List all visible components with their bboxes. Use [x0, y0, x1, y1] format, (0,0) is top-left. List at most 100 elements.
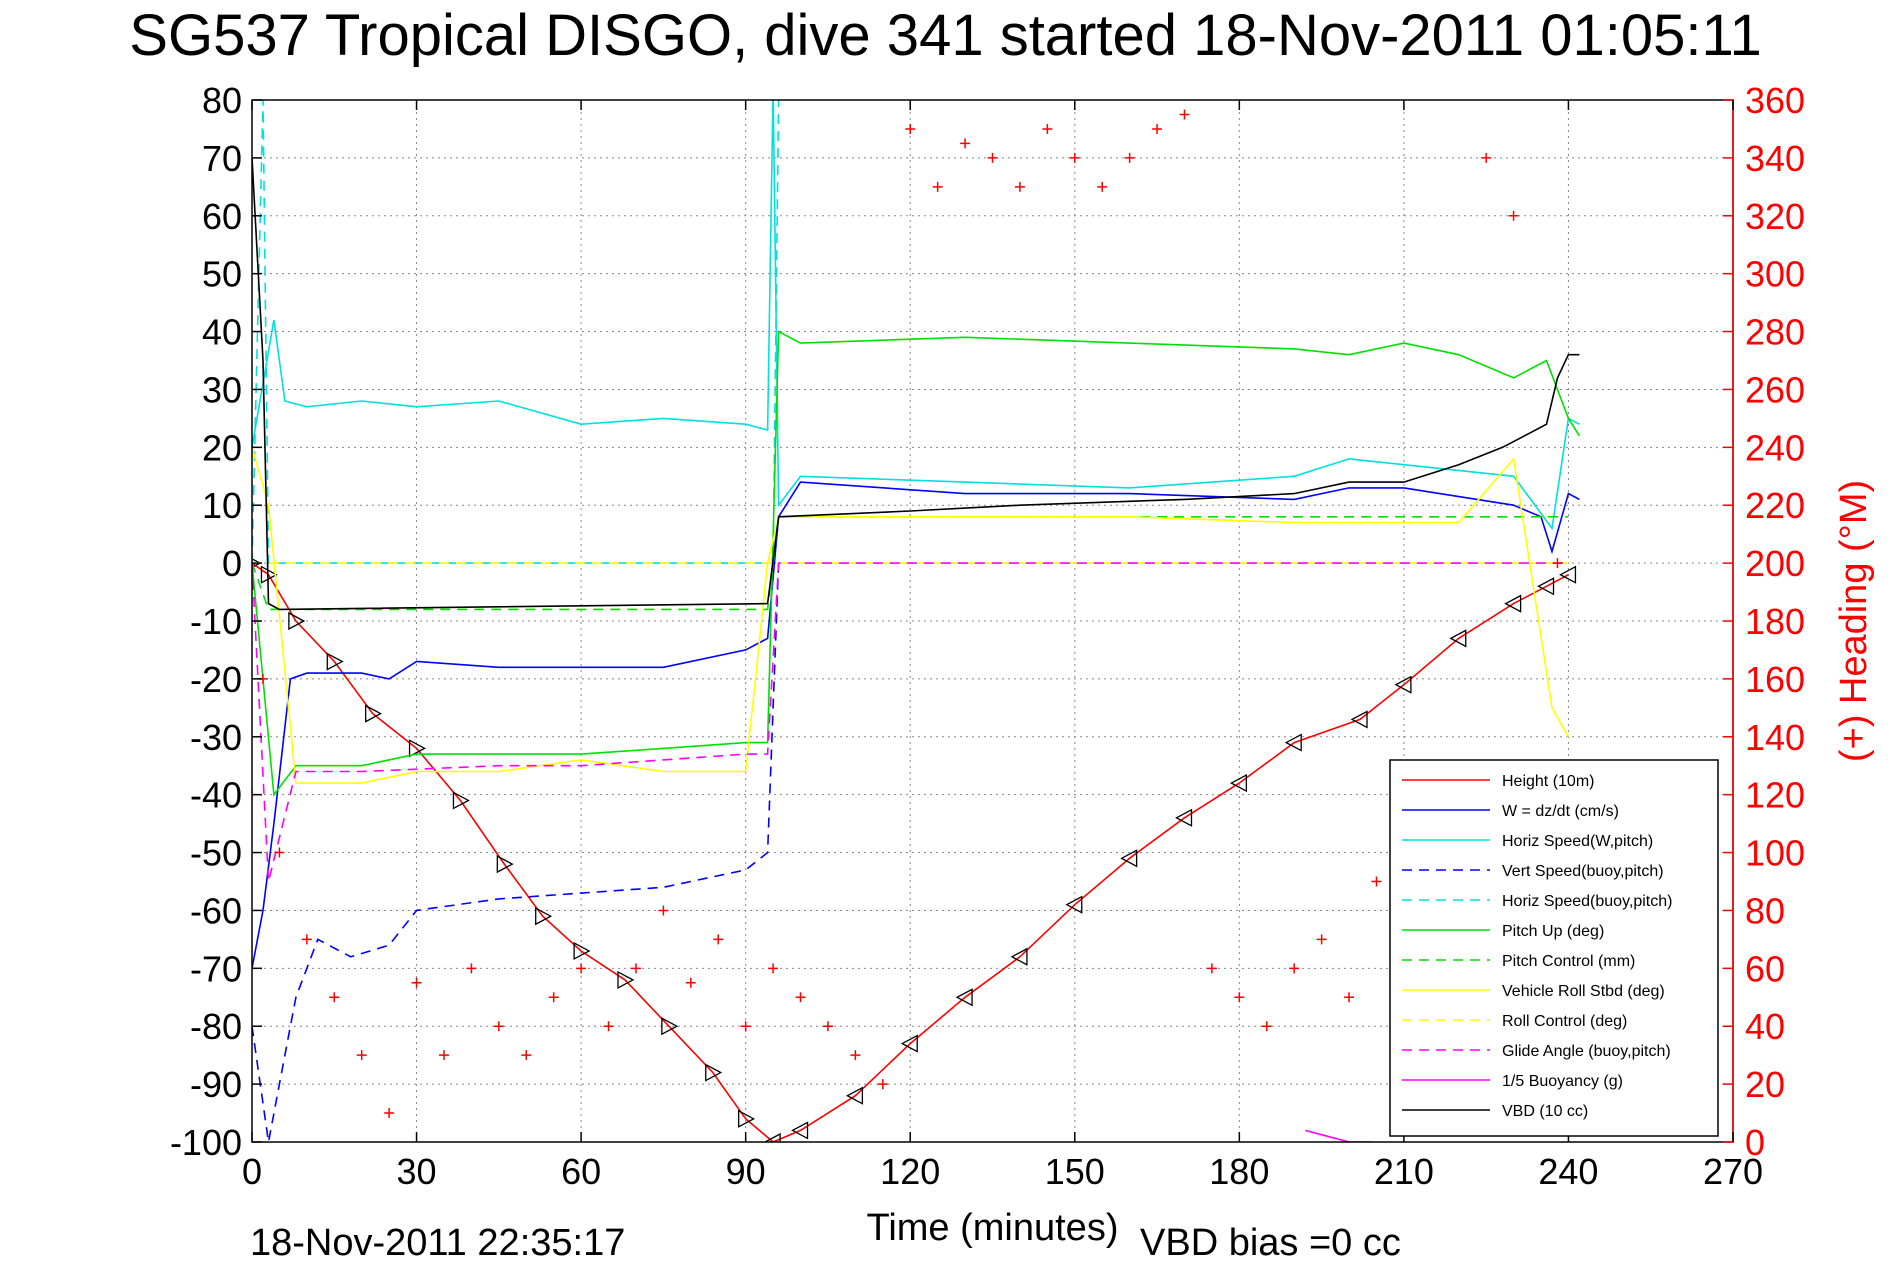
- point-heading-m: [877, 1079, 888, 1090]
- legend-label: 1/5 Buoyancy (g): [1502, 1073, 1623, 1090]
- x-tick-label: 90: [726, 1151, 766, 1192]
- data-layer: [252, 100, 1581, 1142]
- series-line-glide-angle-buoy-pitch: [252, 562, 1569, 882]
- point-heading-m: [576, 963, 587, 974]
- legend-label: Horiz Speed(buoy,pitch): [1502, 893, 1672, 910]
- marker-height-10m: [1120, 849, 1138, 868]
- y-right-axis-label: (+) Heading (°M): [1833, 480, 1875, 762]
- legend-label: Roll Control (deg): [1502, 1013, 1627, 1030]
- point-heading-m: [1481, 152, 1492, 163]
- y-tick-label: -10: [190, 601, 242, 642]
- point-heading-m: [740, 1021, 751, 1032]
- y-right-tick-label: 260: [1745, 369, 1805, 410]
- legend-label: Pitch Control (mm): [1502, 953, 1635, 970]
- point-heading-m: [301, 934, 312, 945]
- series-line-1-5-buoyancy-g: [1304, 1129, 1371, 1142]
- point-heading-m: [1124, 152, 1135, 163]
- point-heading-m: [1508, 210, 1519, 221]
- legend-label: Glide Angle (buoy,pitch): [1502, 1043, 1671, 1060]
- marker-height-10m: [260, 565, 278, 584]
- marker-height-10m: [1010, 947, 1028, 966]
- point-heading-m: [1552, 558, 1563, 569]
- point-heading-m: [438, 1050, 449, 1061]
- legend-label: Vehicle Roll Stbd (deg): [1502, 983, 1665, 1000]
- legend-label: Horiz Speed(W,pitch): [1502, 833, 1653, 850]
- x-tick-label: 60: [561, 1151, 601, 1192]
- y-tick-label: 20: [202, 427, 242, 468]
- series-line-vert-speed-buoy-pitch: [252, 563, 780, 1142]
- point-heading-m: [274, 847, 285, 858]
- point-heading-m: [768, 963, 779, 974]
- x-tick-label: 210: [1374, 1151, 1434, 1192]
- y-right-tick-label: 340: [1745, 138, 1805, 179]
- y-right-tick-label: 160: [1745, 659, 1805, 700]
- marker-height-10m: [288, 611, 306, 631]
- y-tick-label: 40: [202, 312, 242, 353]
- y-tick-label: -60: [190, 890, 242, 931]
- point-heading-m: [685, 977, 696, 988]
- y-right-tick-label: 360: [1745, 80, 1805, 121]
- y-tick-label: -80: [190, 1006, 242, 1047]
- x-tick-label: 120: [880, 1151, 940, 1192]
- marker-height-10m: [763, 1132, 781, 1142]
- marker-height-10m: [452, 791, 470, 810]
- y-right-tick-label: 0: [1745, 1122, 1765, 1163]
- legend-label: W = dz/dt (cm/s): [1502, 803, 1619, 820]
- y-right-tick-label: 120: [1745, 775, 1805, 816]
- marker-height-10m: [738, 1109, 756, 1128]
- y-tick-label: -70: [190, 948, 242, 989]
- point-heading-m: [905, 123, 916, 134]
- marker-height-10m: [326, 652, 344, 671]
- y-tick-label: -50: [190, 833, 242, 874]
- point-heading-m: [1097, 181, 1108, 192]
- point-heading-m: [1234, 992, 1245, 1003]
- x-tick-label: 150: [1045, 1151, 1105, 1192]
- marker-height-10m: [535, 907, 553, 926]
- point-heading-m: [1344, 992, 1355, 1003]
- point-heading-m: [548, 992, 559, 1003]
- point-heading-m: [1316, 934, 1327, 945]
- legend: Height (10m) W = dz/dt (cm/s) Horiz Speed(…: [1389, 759, 1719, 1137]
- point-heading-m: [1042, 123, 1053, 134]
- point-heading-m: [1179, 109, 1190, 120]
- marker-height-10m: [705, 1063, 723, 1082]
- y-right-tick-label: 100: [1745, 833, 1805, 874]
- point-heading-m: [1206, 963, 1217, 974]
- y-right-tick-label: 180: [1745, 601, 1805, 642]
- y-tick-label: 10: [202, 485, 242, 526]
- vbd-bias-label: VBD bias =0 cc: [1140, 1222, 1401, 1264]
- legend-label: Vert Speed(buoy,pitch): [1502, 863, 1664, 880]
- series-line-horiz-speed-w-pitch: [252, 100, 1580, 531]
- point-heading-m: [1261, 1021, 1272, 1032]
- x-tick-label: 30: [397, 1151, 437, 1192]
- y-tick-label: -90: [190, 1064, 242, 1105]
- marker-height-10m: [365, 704, 383, 723]
- series-line-vbd-10-cc: [252, 157, 1580, 611]
- y-tick-label: 30: [202, 369, 242, 410]
- series-line-horiz-speed-buoy-pitch: [252, 100, 780, 564]
- marker-height-10m: [1175, 808, 1193, 827]
- point-heading-m: [932, 181, 943, 192]
- point-heading-m: [630, 963, 641, 974]
- marker-height-10m: [955, 988, 973, 1007]
- y-right-tick-label: 20: [1745, 1064, 1785, 1105]
- y-tick-label: 50: [202, 254, 242, 295]
- y-tick-label: -20: [190, 659, 242, 700]
- marker-height-10m: [1504, 594, 1522, 613]
- point-heading-m: [658, 905, 669, 916]
- marker-height-10m: [617, 970, 635, 989]
- point-heading-m: [987, 152, 998, 163]
- point-heading-m: [795, 992, 806, 1003]
- legend-label: Pitch Up (deg): [1502, 923, 1604, 940]
- point-heading-m: [603, 1021, 614, 1032]
- point-heading-m: [493, 1021, 504, 1032]
- x-tick-label: 240: [1538, 1151, 1598, 1192]
- y-tick-label: -30: [190, 717, 242, 758]
- point-heading-m: [521, 1050, 532, 1061]
- x-tick-label: 180: [1209, 1151, 1269, 1192]
- y-right-tick-label: 60: [1745, 948, 1785, 989]
- point-heading-m: [1371, 876, 1382, 887]
- series-line-pitch-up-deg: [252, 330, 1581, 797]
- legend-label: Height (10m): [1502, 773, 1594, 790]
- y-tick-label: 0: [222, 543, 242, 584]
